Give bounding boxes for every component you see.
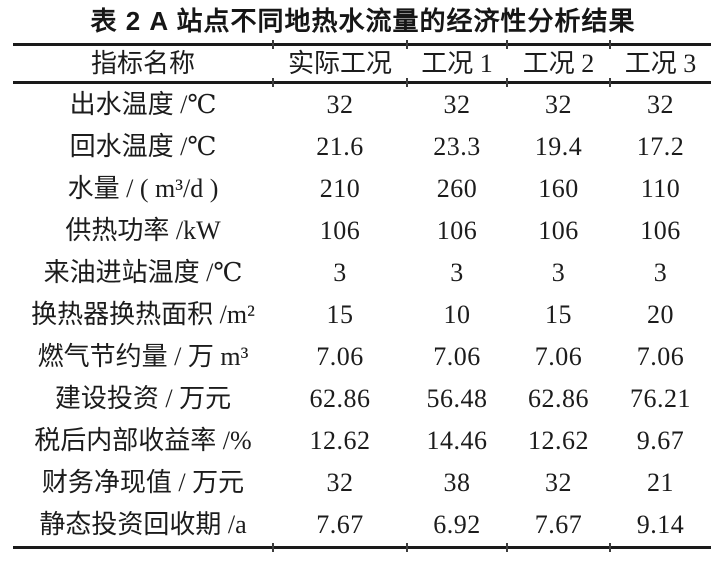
table-row: 财务净现值 / 万元 32 38 32 21 [13,462,711,504]
column-divider-tick [406,543,408,552]
row-value: 21.6 [316,132,364,161]
column-header-case3: 工况 3 [624,48,697,78]
row-label: 水量 / ( m³/d ) [67,174,219,203]
row-value: 32 [326,90,354,119]
table-row: 税后内部收益率 /% 12.62 14.46 12.62 9.67 [13,420,711,462]
row-value: 20 [647,300,674,329]
row-value: 210 [319,174,361,203]
column-divider-tick [272,40,274,49]
column-header-indicator: 指标名称 [90,48,195,78]
column-divider-tick [609,40,611,49]
row-value: 38 [443,468,471,497]
row-value: 14.46 [426,426,488,455]
row-label: 出水温度 /℃ [69,90,217,119]
row-label: 换热器换热面积 /m² [31,300,255,329]
row-label: 财务净现值 / 万元 [41,468,245,497]
row-value: 9.67 [636,426,685,455]
column-header-actual: 实际工况 [287,48,392,78]
row-value: 32 [326,468,354,497]
row-value: 260 [436,174,478,203]
column-divider-tick [506,543,508,552]
row-value: 110 [640,174,681,203]
row-value: 32 [443,90,471,119]
row-value: 23.3 [433,132,481,161]
row-value: 62.86 [528,384,589,413]
table-top-rule [13,40,711,49]
table-row: 水量 / ( m³/d ) 210 260 160 110 [13,168,711,210]
row-value: 106 [436,216,478,245]
row-value: 19.4 [534,132,583,161]
row-value: 32 [647,90,674,119]
row-value: 160 [538,174,579,203]
column-divider-tick [272,543,274,552]
row-value: 12.62 [528,426,589,455]
row-label: 来油进站温度 /℃ [43,258,243,287]
row-value: 76.21 [630,384,691,413]
row-value: 32 [545,468,572,497]
row-value: 7.06 [636,342,685,371]
table-row: 建设投资 / 万元 62.86 56.48 62.86 76.21 [13,378,711,420]
table-row: 换热器换热面积 /m² 15 10 15 20 [13,294,711,336]
row-value: 7.06 [534,342,583,371]
row-value: 106 [538,216,579,245]
row-value: 7.06 [316,342,364,371]
table-row: 出水温度 /℃ 32 32 32 32 [13,84,711,126]
row-value: 15 [326,300,354,329]
table-header-rule [13,78,711,87]
table-title: 表 2 A 站点不同地热水流量的经济性分析结果 [90,6,636,36]
row-value: 106 [319,216,361,245]
table-row: 来油进站温度 /℃ 3 3 3 3 [13,252,711,294]
row-label: 供热功率 /kW [65,216,221,245]
row-value: 7.67 [534,510,583,539]
row-label: 税后内部收益率 /% [34,426,252,455]
row-value: 12.62 [309,426,371,455]
row-value: 32 [545,90,572,119]
column-divider-tick [506,78,508,87]
column-divider-tick [609,78,611,87]
row-value: 62.86 [309,384,371,413]
column-divider-tick [406,40,408,49]
row-value: 3 [551,258,566,287]
row-value: 9.14 [636,510,685,539]
column-divider-tick [609,543,611,552]
table-row: 静态投资回收期 /a 7.67 6.92 7.67 9.14 [13,504,711,546]
row-value: 3 [653,258,668,287]
row-label: 燃气节约量 / 万 m³ [37,342,249,371]
table-row: 燃气节约量 / 万 m³ 7.06 7.06 7.06 7.06 [13,336,711,378]
row-value: 106 [640,216,681,245]
economic-analysis-table: 指标名称 实际工况 工况 1 工况 2 工况 3 出水温度 /℃ 32 32 32 32… [13,40,711,552]
row-value: 3 [333,258,347,287]
column-divider-tick [406,78,408,87]
row-value: 21 [647,468,674,497]
table-header-row: 指标名称 实际工况 工况 1 工况 2 工况 3 [13,46,711,81]
table-body: 出水温度 /℃ 32 32 32 32 回水温度 /℃ 21.6 23.3 19.4 17.2 水量… [13,84,711,546]
row-label: 建设投资 / 万元 [54,384,232,413]
row-value: 17.2 [636,132,685,161]
row-value: 15 [545,300,572,329]
row-value: 10 [443,300,471,329]
column-divider-tick [272,78,274,87]
row-label: 静态投资回收期 /a [39,510,247,539]
row-value: 6.92 [433,510,481,539]
column-divider-tick [506,40,508,49]
row-value: 56.48 [426,384,488,413]
row-label: 回水温度 /℃ [69,132,217,161]
table-bottom-rule [13,543,711,552]
row-value: 7.67 [316,510,364,539]
column-header-case2: 工况 2 [522,48,595,78]
table-row: 回水温度 /℃ 21.6 23.3 19.4 17.2 [13,126,711,168]
table-row: 供热功率 /kW 106 106 106 106 [13,210,711,252]
row-value: 3 [450,258,464,287]
row-value: 7.06 [433,342,481,371]
column-header-case1: 工况 1 [421,48,493,78]
